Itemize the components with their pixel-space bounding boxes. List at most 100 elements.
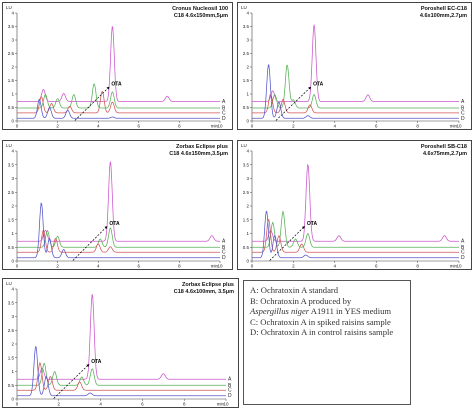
- panel-title: Poroshell SB-C18 4.6x75mm,2.7μm: [421, 144, 467, 157]
- y-tick-label: 0.5: [8, 245, 15, 250]
- ota-label: OTA: [313, 82, 324, 88]
- y-tick-label: 1.5: [8, 217, 15, 222]
- y-tick-label: 2.5: [8, 51, 15, 56]
- panel-title-line1: Zorbax Eclipse plus: [182, 282, 234, 288]
- y-tick-label: 1: [11, 92, 14, 97]
- panel-title-line1: Zorbax Eclipse plus: [176, 144, 228, 150]
- y-tick-label: 1: [246, 231, 249, 236]
- x-tick-label: 6: [138, 264, 141, 269]
- legend-item-b-prefix: B: Ochratoxin A produced by: [250, 295, 352, 306]
- trace-b: [252, 64, 459, 109]
- x-tick-label: 6: [138, 124, 141, 129]
- x-tick-label: 4: [334, 264, 337, 269]
- trace-d: [252, 63, 459, 119]
- trace-label: C: [461, 110, 465, 116]
- panel-title-line2: 4.6x100mm,2.7μm: [419, 12, 467, 19]
- panel-title-line2: C18 4.6x150mm,3.5μm: [169, 150, 228, 157]
- chromatogram-panel-1: LU Cronus Nucleosil 100 C18 4.6x150mm,5μm…: [2, 2, 233, 130]
- x-tick-label: 4: [97, 264, 100, 269]
- x-tick-label: 2: [56, 264, 59, 269]
- x-tick-label: 2: [292, 264, 295, 269]
- y-tick-label: 2: [11, 204, 14, 209]
- y-tick-label: 3.5: [8, 300, 15, 305]
- x-tick-label: 10: [456, 264, 462, 269]
- y-tick-label: 4: [11, 287, 14, 292]
- trace-a: [252, 24, 459, 102]
- y-tick-label: 1: [246, 92, 249, 97]
- x-tick-label: 6: [375, 124, 378, 129]
- trace-label: B: [222, 106, 226, 112]
- ota-arrow-head: [86, 364, 90, 367]
- trace-label: D: [461, 116, 465, 122]
- trace-label: A: [222, 99, 226, 105]
- x-tick-label: 10: [223, 402, 229, 407]
- panel-title: Zorbax Eclipse plus C18 4.6x100mm, 3.5μm: [174, 282, 234, 295]
- trace-label: D: [228, 393, 232, 399]
- x-tick-label: 2: [56, 124, 59, 129]
- ota-arrow-head: [106, 86, 110, 90]
- y-tick-label: 3: [11, 176, 14, 181]
- ota-label: OTA: [111, 82, 122, 88]
- panel-title: Cronus Nucleosil 100 C18 4.6x150mm,5μm: [172, 6, 228, 19]
- y-tick-label: 3: [246, 176, 249, 181]
- chromatogram-panel-2: LU Poroshell EC-C18 4.6x100mm,2.7μm 0 0.5 1…: [237, 2, 472, 130]
- x-tick-label: 10: [217, 124, 223, 129]
- y-tick-label: 2.5: [8, 328, 15, 333]
- trace-label: D: [461, 255, 465, 261]
- y-unit-label: LU: [241, 5, 247, 10]
- trace-b: [17, 227, 220, 248]
- trace-c: [17, 90, 220, 114]
- y-tick-label: 4: [246, 149, 249, 154]
- trace-c: [17, 229, 220, 253]
- ota-arrow: [275, 86, 312, 121]
- trace-label: A: [228, 377, 232, 383]
- trace-b: [17, 83, 220, 109]
- x-unit-label: min: [211, 124, 219, 129]
- panel-title-line1: Cronus Nucleosil 100: [172, 6, 228, 12]
- ota-label: OTA: [91, 359, 102, 365]
- x-tick-label: 6: [375, 264, 378, 269]
- y-tick-label: 3: [11, 314, 14, 319]
- y-tick-label: 2.5: [243, 51, 250, 56]
- x-tick-label: 4: [99, 402, 102, 407]
- y-tick-label: 0: [11, 397, 14, 402]
- x-tick-label: 8: [416, 264, 419, 269]
- y-tick-label: 0: [246, 259, 249, 264]
- y-tick-label: 0.5: [8, 383, 15, 388]
- y-tick-label: 3.5: [243, 24, 250, 29]
- y-unit-label: LU: [6, 281, 12, 286]
- y-tick-label: 1.5: [243, 78, 250, 83]
- trace-b: [252, 210, 459, 248]
- ota-label: OTA: [307, 221, 318, 227]
- x-tick-label: 0: [16, 402, 19, 407]
- ota-arrow-head: [302, 226, 305, 229]
- x-tick-label: 2: [292, 124, 295, 129]
- trace-c: [252, 218, 459, 253]
- trace-label: B: [461, 245, 465, 251]
- legend-item-a: A: Ochratoxin A standard: [250, 285, 339, 295]
- y-unit-label: LU: [241, 143, 247, 148]
- x-tick-label: 10: [456, 124, 462, 129]
- trace-label: A: [461, 99, 465, 105]
- y-tick-label: 1: [11, 369, 14, 374]
- panel-title-line2: 4.6x75mm,2.7μm: [422, 150, 467, 157]
- y-tick-label: 2: [11, 342, 14, 347]
- ota-arrow: [269, 225, 306, 261]
- x-tick-label: 0: [251, 264, 254, 269]
- panel-title-line1: Poroshell EC-C18: [420, 6, 467, 12]
- x-tick-label: 6: [141, 402, 144, 407]
- trace-label: D: [222, 255, 226, 261]
- x-tick-label: 10: [217, 264, 223, 269]
- panel-title-line2: C18 4.6x100mm, 3.5μm: [173, 288, 234, 295]
- x-tick-label: 8: [416, 124, 419, 129]
- x-unit-label: min: [211, 264, 219, 269]
- y-tick-label: 2.5: [8, 190, 15, 195]
- legend-item-b-suffix: A1911 in YES medium: [309, 306, 392, 317]
- ota-arrow-head: [104, 226, 108, 229]
- trace-label: C: [222, 110, 226, 116]
- trace-label: C: [222, 250, 226, 256]
- y-tick-label: 3: [246, 38, 249, 43]
- y-tick-label: 1.5: [243, 217, 250, 222]
